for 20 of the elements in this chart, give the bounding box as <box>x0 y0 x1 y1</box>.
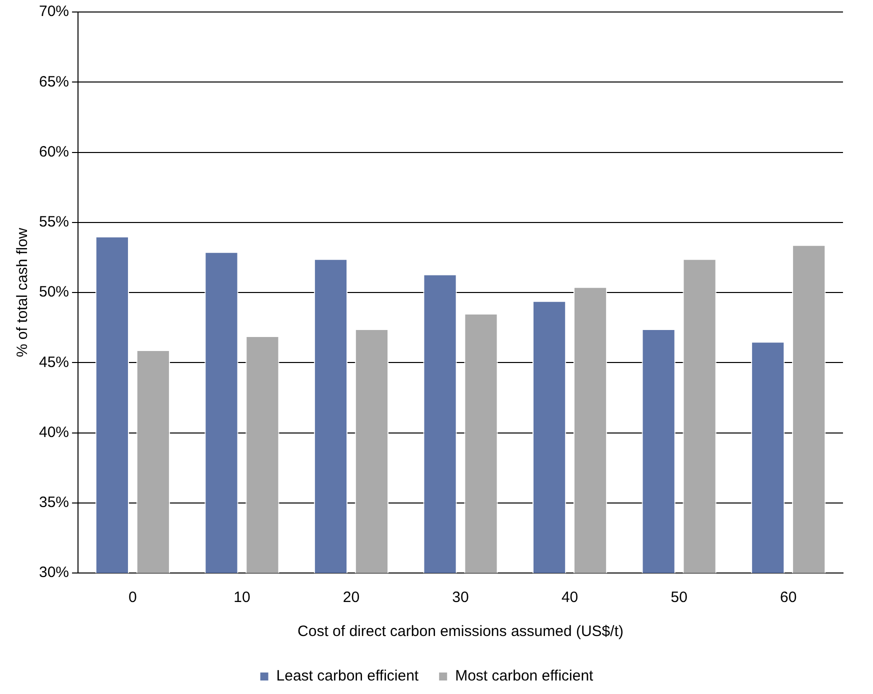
y-tick-label: 55% <box>38 214 70 231</box>
y-tick-label: 30% <box>38 564 70 582</box>
legend-label: Most carbon efficient <box>455 668 594 685</box>
x-tick-label: 40 <box>561 589 578 606</box>
x-tick-label: 20 <box>342 589 360 606</box>
y-tick-label: 70% <box>38 3 70 20</box>
y-tick-label: 60% <box>38 143 70 160</box>
y-tick-label: 45% <box>38 354 70 371</box>
x-axis-title: Cost of direct carbon emissions assumed (US$/t) <box>298 623 624 640</box>
x-tick-label: 30 <box>452 589 469 606</box>
y-tick-label: 50% <box>38 284 70 301</box>
y-tick-label: 40% <box>38 424 70 441</box>
x-tick-label: 60 <box>780 589 797 606</box>
y-tick-label: 35% <box>38 494 70 512</box>
y-axis-title: % of total cash flow <box>14 228 32 358</box>
x-tick-label: 0 <box>128 589 137 606</box>
y-tick-label: 65% <box>38 73 70 90</box>
x-tick-label: 50 <box>670 589 688 606</box>
legend-label: Least carbon efficient <box>276 668 420 685</box>
x-tick-label: 10 <box>234 589 250 606</box>
